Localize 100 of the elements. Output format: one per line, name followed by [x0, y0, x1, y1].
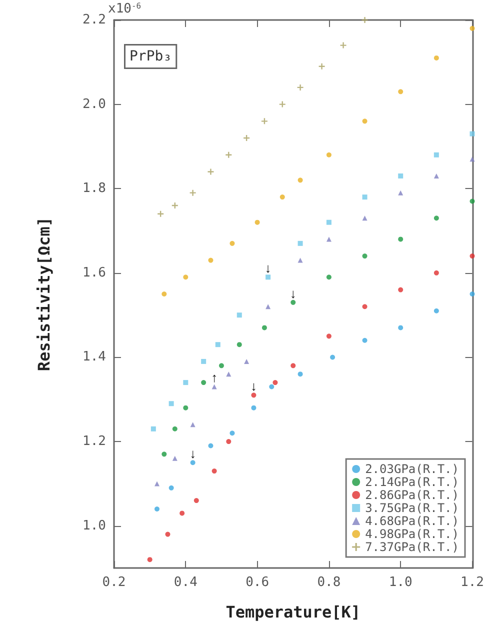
point: [194, 498, 199, 504]
legend-label: 2.86GPa(R.T.): [365, 488, 459, 502]
point: [290, 363, 296, 368]
legend-label: 2.14GPa(R.T.): [365, 475, 459, 489]
point: [398, 190, 404, 196]
point: [434, 173, 439, 178]
point: [251, 392, 256, 398]
point: [434, 308, 439, 314]
point: [190, 190, 196, 196]
point: [298, 240, 303, 246]
point: [212, 468, 217, 474]
point: [208, 443, 214, 448]
point: [434, 152, 439, 158]
point: [150, 426, 156, 432]
point: [168, 401, 174, 406]
point: [318, 63, 325, 70]
point: [180, 510, 185, 516]
point: [230, 240, 235, 246]
point: [244, 358, 250, 364]
point: [154, 481, 160, 486]
point: [208, 168, 214, 175]
annotation: ↓: [290, 286, 296, 301]
point: [297, 84, 304, 90]
point: [362, 17, 368, 23]
annotation: ↓: [250, 378, 257, 394]
point: [326, 236, 332, 242]
point: [208, 258, 214, 263]
point: [398, 89, 404, 94]
point: [298, 178, 303, 183]
point: [279, 101, 286, 108]
point: [230, 430, 235, 436]
point: [470, 198, 475, 204]
point: [261, 118, 268, 124]
legend-label: 4.98GPa(R.T.): [365, 527, 459, 541]
point: [470, 26, 475, 31]
y-tick-label: 1.4: [82, 350, 106, 365]
x-tick-label: 1.0: [388, 575, 412, 590]
point: [280, 194, 285, 200]
point: [434, 216, 439, 221]
point: [362, 216, 368, 221]
point: [183, 380, 188, 386]
y-tick-label: 1.6: [82, 265, 106, 280]
point: [201, 358, 206, 364]
point: [236, 342, 242, 348]
x-tick-label: 0.8: [317, 575, 341, 590]
annotation: ↓: [264, 260, 272, 276]
point: [434, 270, 439, 276]
point: [254, 220, 260, 225]
legend-label: 2.03GPa(R.T.): [365, 462, 459, 476]
y-tick-label: 1.0: [82, 518, 106, 534]
point: [362, 194, 368, 200]
point: [298, 372, 303, 377]
point: [226, 439, 232, 444]
point: [434, 55, 439, 60]
point: [218, 363, 224, 368]
x-tick-label: 0.2: [102, 575, 126, 590]
point: [172, 426, 178, 432]
point: [165, 532, 170, 537]
point: [162, 292, 167, 296]
point: [326, 334, 332, 339]
point: [362, 118, 368, 124]
point: [162, 452, 167, 457]
point: [290, 300, 296, 305]
point: [470, 131, 475, 136]
y-tick-label: 1.2: [82, 434, 106, 450]
y-tick-label: 2.0: [82, 96, 106, 112]
y-tick-label: 2.2: [82, 12, 106, 28]
point: [215, 342, 220, 348]
point: [470, 254, 475, 259]
point: [398, 173, 404, 178]
point: [266, 304, 271, 310]
x-tick-label: 0.4: [174, 575, 198, 590]
point: [470, 292, 475, 296]
legend-label: 7.37GPa(R.T.): [365, 540, 459, 554]
point: [262, 325, 267, 330]
point: [201, 380, 206, 386]
point: [147, 557, 152, 562]
point: [398, 287, 404, 292]
point: [330, 354, 336, 360]
point: [326, 152, 332, 158]
point: [172, 456, 178, 461]
point: [362, 254, 368, 259]
x-tick-label: 0.6: [246, 575, 270, 590]
point: [236, 312, 242, 318]
point: [183, 274, 188, 280]
point: [251, 405, 256, 410]
annotation: PrPb₃: [130, 48, 172, 64]
point: [340, 42, 346, 48]
point: [298, 258, 303, 263]
y-tick-label: 1.8: [82, 181, 106, 196]
point: [266, 274, 271, 280]
point: [269, 384, 274, 390]
point: [272, 380, 278, 386]
point: [362, 338, 368, 343]
x-axis-title: Temperature[K]: [226, 602, 361, 622]
point: [470, 156, 475, 162]
point: [226, 372, 232, 377]
point: [183, 405, 188, 410]
annotation: ↓: [190, 446, 196, 462]
point: [326, 220, 332, 225]
